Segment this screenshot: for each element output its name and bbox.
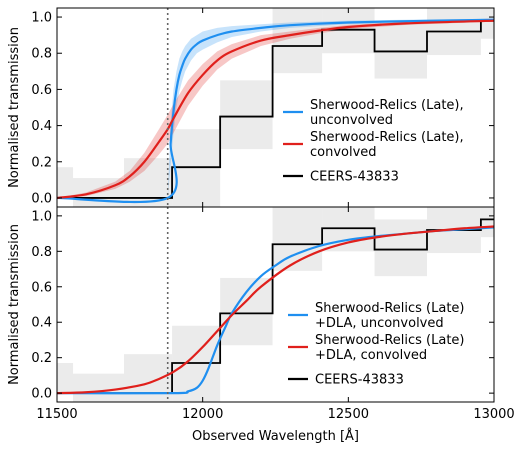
error-box [220,277,273,346]
error-box [73,373,125,402]
y-tick-label: 0.6 [31,280,52,295]
y-axis-label: Normalised transmission [7,27,22,188]
error-box [480,207,494,238]
legend-label: +DLA, convolved [315,348,427,363]
y-axis-label: Normalised transmission [7,224,22,385]
error-box [220,80,273,150]
legend-label: CEERS-43833 [315,373,404,388]
plot-area [57,207,494,402]
x-tick-label: 13000 [473,407,514,422]
y-tick-label: 0.4 [31,119,52,134]
legend: Sherwood-Relics (Late)+DLA, unconvolvedS… [288,301,465,388]
legend-label: convolved [310,145,377,160]
y-tick-label: 0.6 [31,83,52,98]
axes-frame [56,206,495,403]
legend-label: Sherwood-Relics (Late), [310,98,464,113]
observed-step-line [57,19,494,199]
plot-area [57,8,494,207]
x-tick-label: 12000 [182,407,223,422]
series-line [57,19,494,200]
error-box [124,354,173,402]
y-tick-label: 0.2 [31,351,52,366]
legend-label: unconvolved [310,113,393,128]
y-tick-label: 0.0 [31,387,52,402]
y-tick-label: 0.8 [31,245,52,260]
y-tick-label: 1.0 [31,11,52,26]
series-line [57,225,494,395]
y-tick-label: 0.4 [31,316,52,331]
y-tick-label: 1.0 [31,209,52,224]
panel-bottom: 0.0 0.2 0.4 0.6 0.8 1.0 11500 12000 12500 13000 No… [7,206,515,444]
x-tick-label: 12500 [328,407,369,422]
x-tick-label: 11500 [36,407,77,422]
legend-label: Sherwood-Relics (Late) [315,333,465,348]
panel-top: 0.0 0.2 0.4 0.6 0.8 1.0 Normalised transmissio… [7,7,495,208]
error-box [480,8,494,39]
error-box [374,219,427,277]
error-box [374,20,427,79]
error-box [272,8,323,74]
y-tick-label: 0.8 [31,47,52,62]
error-box [57,167,74,198]
legend: Sherwood-Relics (Late),unconvolvedSherwo… [283,98,464,185]
error-box [172,129,221,207]
legend-label: Sherwood-Relics (Late) [315,301,465,316]
series-line [57,18,494,204]
y-tick-label: 0.2 [31,155,52,170]
error-box [57,363,74,394]
legend-label: +DLA, unconvolved [315,316,444,331]
y-tick-label: 0.0 [31,191,52,206]
x-axis-label: Observed Wavelength [Å] [192,428,359,444]
error-box [322,8,375,54]
legend-label: Sherwood-Relics (Late), [310,130,464,145]
legend-label: CEERS-43833 [310,170,399,185]
